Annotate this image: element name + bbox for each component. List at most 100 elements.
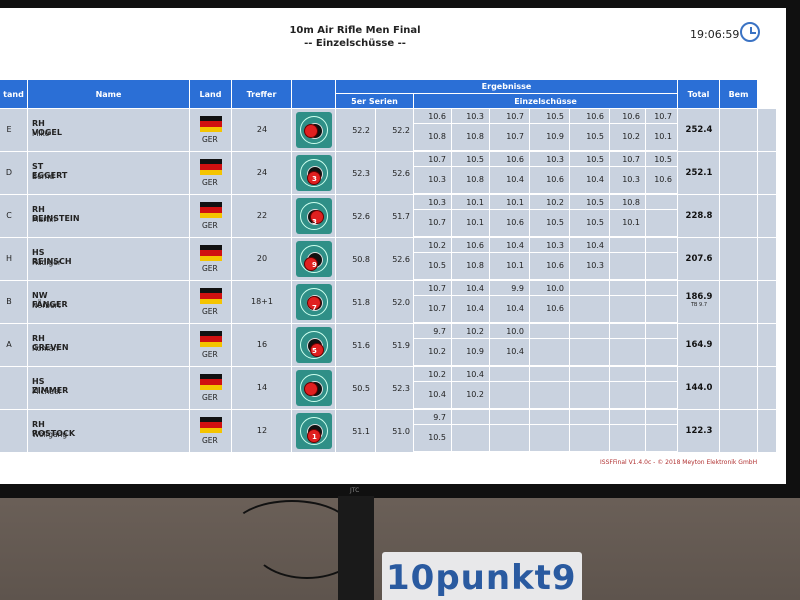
event-subtitle: -- Einzelschüsse -- — [304, 38, 406, 49]
stand-letter: A — [6, 340, 12, 349]
shot-score-bottom: 10.5 — [586, 132, 604, 141]
treffer-count: 18+1 — [251, 297, 273, 306]
cell-divider — [414, 279, 678, 280]
cell-divider — [529, 152, 530, 194]
shooting-target-icon: 1 — [296, 413, 332, 449]
cell-divider — [719, 238, 720, 280]
cell-divider — [569, 152, 570, 194]
total-score: 122.3 — [685, 426, 713, 436]
total-score: 228.8 — [685, 211, 713, 221]
table-row — [0, 281, 776, 323]
table-row — [0, 367, 776, 409]
cell-divider — [189, 195, 190, 237]
cell-divider — [451, 195, 452, 237]
header-treffer: Treffer — [232, 80, 291, 108]
cell-divider — [413, 109, 414, 151]
shot-mark — [304, 257, 318, 271]
cell-divider — [189, 281, 190, 323]
shot-score-top: 9.7 — [433, 327, 446, 336]
stand-letter: B — [6, 297, 12, 306]
shot-score-top: 10.6 — [428, 112, 446, 121]
country-code: GER — [202, 393, 218, 402]
shot-mark — [310, 210, 324, 224]
cell-divider — [489, 281, 490, 323]
header-name: Name — [28, 80, 189, 108]
target-ring — [300, 159, 328, 187]
cell-divider — [414, 193, 678, 194]
cell-divider — [719, 152, 720, 194]
athlete-last-name: RH BEINSTEIN — [32, 205, 80, 223]
country-code: GER — [202, 221, 218, 230]
shot-score-bottom: 10.6 — [546, 304, 564, 313]
shot-score-bottom: 10.4 — [506, 175, 524, 184]
cell-divider — [529, 367, 530, 409]
athlete-last-name: RH GREVEN — [32, 334, 69, 352]
cell-divider — [27, 367, 28, 409]
cell-divider — [489, 238, 490, 280]
cell-divider — [489, 367, 490, 409]
cell-divider — [414, 424, 678, 425]
shot-score-bottom: 10.7 — [506, 132, 524, 141]
table-row — [0, 238, 776, 280]
athlete-first-name: Rüdiger — [32, 258, 61, 267]
stand-letter — [0, 409, 18, 452]
shot-score-bottom: 10.6 — [506, 218, 524, 227]
cell-divider — [413, 152, 414, 194]
clock-time: 19:06:59 — [690, 28, 740, 41]
cell-divider — [489, 324, 490, 366]
cell-divider — [291, 367, 292, 409]
cell-divider — [231, 109, 232, 151]
cell-divider — [569, 281, 570, 323]
series-score: 50.5 — [352, 384, 370, 393]
cell-divider — [609, 238, 610, 280]
cell-divider — [27, 324, 28, 366]
shot-score-top: 10.4 — [586, 241, 604, 250]
cell-divider — [335, 152, 336, 194]
cell-divider — [719, 367, 720, 409]
shooting-target-icon — [296, 112, 332, 148]
cell-divider — [414, 166, 678, 167]
country-code: GER — [202, 436, 218, 445]
table-row — [0, 109, 776, 151]
cell-divider — [677, 195, 678, 237]
shot-score-top: 10.8 — [622, 198, 640, 207]
shot-score-top: 10.6 — [466, 241, 484, 250]
cell-divider — [231, 367, 232, 409]
series-score: 52.6 — [392, 169, 410, 178]
athlete-last-name: RH VOGEL — [32, 119, 62, 137]
series-score: 51.9 — [392, 341, 410, 350]
target-shot-number: 9 — [312, 261, 317, 269]
shot-score-top: 10.0 — [546, 284, 564, 293]
header-total: Total — [678, 80, 719, 108]
shooting-target-icon: 3 — [296, 155, 332, 191]
shot-score-bottom: 10.2 — [622, 132, 640, 141]
shooting-target-icon — [296, 370, 332, 406]
shot-mark — [307, 429, 321, 443]
germany-flag-icon — [200, 331, 222, 347]
shot-score-bottom: 10.3 — [586, 261, 604, 270]
cell-divider — [757, 410, 758, 452]
cell-divider — [677, 367, 678, 409]
cell-divider — [609, 324, 610, 366]
footer-copyright: ISSFFinal V1.4.0c - © 2018 Meyton Elektr… — [600, 459, 758, 466]
cell-divider — [451, 410, 452, 452]
cell-divider — [375, 109, 376, 151]
cell-divider — [189, 324, 190, 366]
germany-flag-icon — [200, 417, 222, 433]
cell-divider — [451, 324, 452, 366]
cell-divider — [413, 410, 414, 452]
shot-score-top: 9.7 — [433, 413, 446, 422]
shot-mark — [304, 382, 318, 396]
total-score: 252.1 — [685, 168, 713, 178]
stand-letter — [0, 366, 18, 409]
cell-divider — [413, 195, 414, 237]
athlete-last-name: NW FÄNGER — [32, 291, 68, 309]
cell-divider — [335, 109, 336, 151]
shot-score-top: 10.4 — [506, 241, 524, 250]
shot-score-bottom: 10.5 — [428, 433, 446, 442]
cell-divider — [335, 324, 336, 366]
shot-score-top: 10.1 — [466, 198, 484, 207]
shot-score-top: 10.7 — [622, 155, 640, 164]
target-shot-number: 1 — [312, 433, 317, 441]
target-ring — [300, 374, 328, 402]
